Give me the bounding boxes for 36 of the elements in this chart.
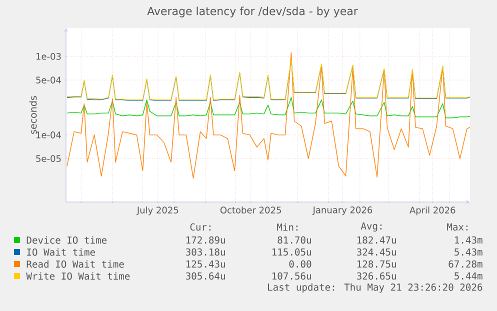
legend-label: IO Wait time: [27, 248, 95, 256]
text: 0.00: [289, 260, 312, 268]
y-tick-label: 5e-05: [36, 155, 61, 162]
text: 1.43m: [455, 236, 482, 244]
y-axis-title: seconds: [29, 96, 37, 134]
text: 107.56u: [272, 272, 311, 280]
text: 115.05u: [272, 248, 311, 256]
text: 172.89u: [186, 236, 225, 244]
text: Max:: [447, 223, 468, 231]
x-tick-label: April 2026: [410, 206, 456, 216]
legend-label: Device IO time: [26, 236, 107, 244]
line-series: [66, 52, 470, 179]
text: 305.64u: [186, 272, 225, 280]
legend-label: Read IO Wait time: [26, 260, 124, 268]
y-tick-label: 5e-04: [36, 76, 61, 84]
y-tick-label: 1e-03: [36, 52, 61, 60]
text: 67.28m: [448, 260, 482, 268]
text: 303.18u: [186, 248, 225, 256]
text: 5.43m: [454, 248, 482, 256]
text: 125.43u: [186, 260, 225, 268]
text: Last update: Thu May 21 23:26:20 2026: [268, 283, 482, 293]
text: Min:: [277, 223, 298, 231]
text: 5.44m: [454, 272, 482, 280]
text: 182.47u: [358, 236, 396, 244]
text: Cur:: [190, 223, 210, 231]
y-tick-label: 1e-04: [36, 132, 61, 138]
text: 128.75u: [358, 260, 396, 268]
legend-label: Write IO Wait time: [26, 272, 130, 280]
chart-title: Average latency for /dev/sda - by year: [147, 6, 358, 18]
text: 326.65u: [356, 272, 396, 280]
text: 81.70u: [278, 236, 311, 244]
text: 324.45u: [356, 248, 396, 256]
x-tick-label: July 2025: [136, 206, 178, 216]
x-tick-label: October 2025: [220, 206, 281, 214]
text: Avg:: [360, 222, 382, 232]
x-tick-label: January 2026: [312, 206, 372, 216]
